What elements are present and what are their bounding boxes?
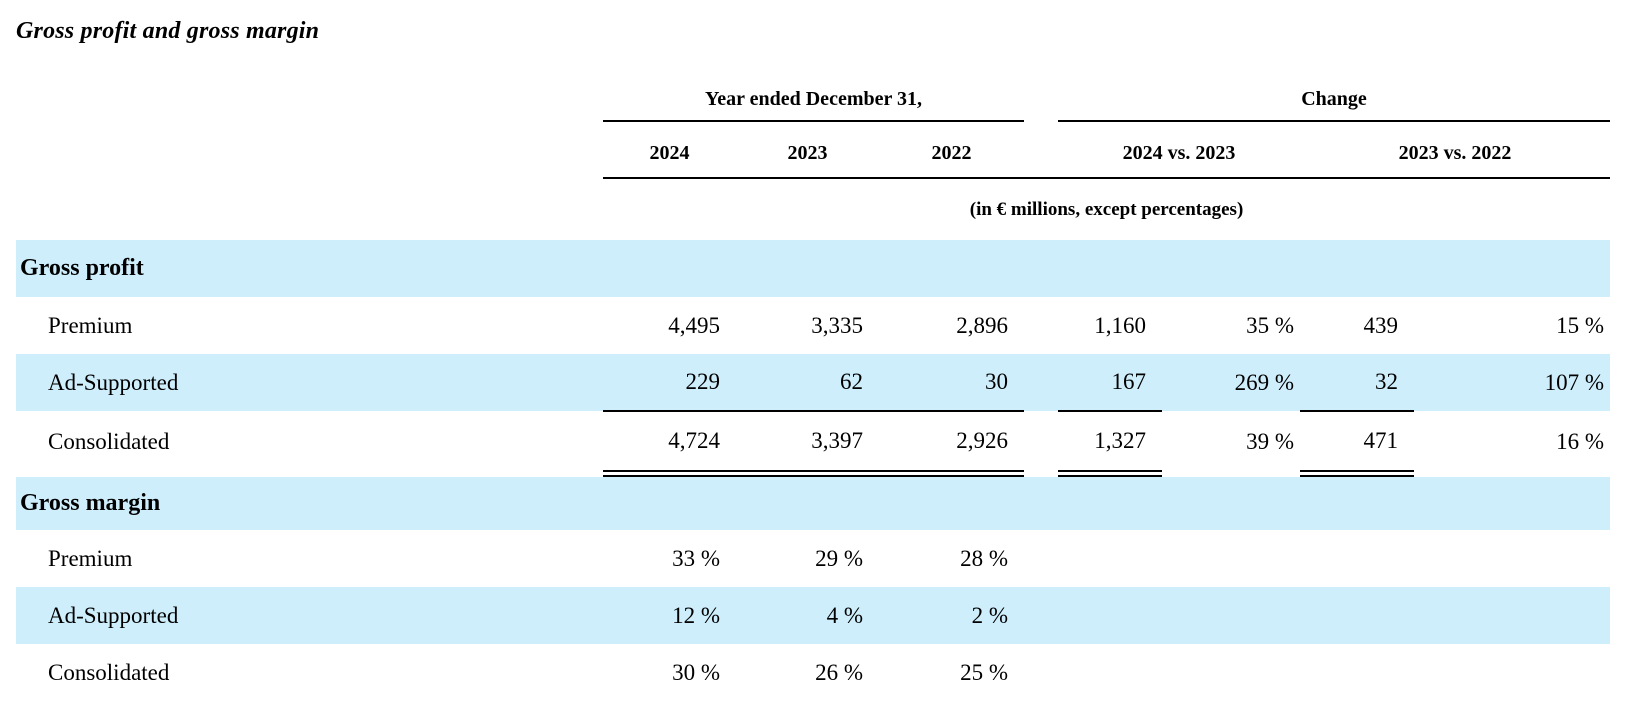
change-2-pct bbox=[1414, 530, 1610, 587]
change-1-pct bbox=[1162, 587, 1300, 644]
change-1-pct: 35 % bbox=[1246, 312, 1295, 338]
value-2022: 30 bbox=[879, 354, 1025, 412]
row-label: Ad-Supported bbox=[48, 369, 179, 395]
value-2022: 2,926 bbox=[879, 411, 1025, 477]
gross-margin-header-row: Gross margin bbox=[16, 473, 1611, 530]
gross-margin-consolidated-row: Consolidated 30 % 26 % 25 % bbox=[16, 644, 1610, 701]
corner-cell bbox=[16, 75, 603, 121]
spacer-cell bbox=[1024, 411, 1058, 473]
gross-profit-table: Year ended December 31, Change 2024 2023… bbox=[16, 75, 1611, 701]
spacer-cell bbox=[1024, 354, 1058, 411]
change-2-pct: 15 % bbox=[1556, 312, 1605, 338]
change-1-value: 1,327 bbox=[1058, 411, 1163, 477]
change-2-value: 439 bbox=[1363, 312, 1399, 338]
spacer-cell bbox=[16, 178, 603, 240]
year-group-header: Year ended December 31, bbox=[603, 75, 1025, 122]
section-label: Gross margin bbox=[20, 489, 161, 516]
change-1-value bbox=[1058, 587, 1162, 644]
change-1-value: 167 bbox=[1058, 354, 1163, 412]
change-2-pct bbox=[1414, 644, 1610, 701]
change-2-pct bbox=[1414, 587, 1610, 644]
value-2023: 29 % bbox=[815, 545, 863, 571]
row-label: Premium bbox=[48, 545, 133, 571]
year-2023-header: 2023 bbox=[736, 121, 879, 179]
value-2023: 3,335 bbox=[811, 312, 863, 338]
spacer-cell bbox=[1024, 530, 1058, 587]
section-label: Gross profit bbox=[20, 255, 144, 281]
gross-profit-ad-supported-row: Ad-Supported 229 62 30 167 269 % 32 107 … bbox=[16, 354, 1611, 412]
value-2023: 26 % bbox=[815, 659, 863, 685]
change-2-value bbox=[1300, 587, 1414, 644]
value-2024: 30 % bbox=[672, 659, 720, 685]
value-2024: 12 % bbox=[672, 602, 720, 628]
change-2024-2023-header: 2024 vs. 2023 bbox=[1058, 121, 1301, 179]
change-1-value: 1,160 bbox=[1094, 312, 1147, 338]
value-2022: 2,896 bbox=[956, 312, 1009, 338]
spacer-cell bbox=[1024, 75, 1058, 121]
gross-profit-header-row: Gross profit bbox=[16, 240, 1611, 297]
value-2022: 2 % bbox=[971, 602, 1009, 628]
value-2024: 229 bbox=[603, 354, 736, 412]
gross-margin-premium-row: Premium 33 % 29 % 28 % bbox=[16, 530, 1610, 587]
change-2-value bbox=[1300, 530, 1414, 587]
change-1-pct: 39 % bbox=[1246, 429, 1295, 454]
spacer-cell bbox=[1024, 297, 1058, 354]
spacer-cell bbox=[1024, 644, 1058, 701]
change-group-header: Change bbox=[1058, 75, 1611, 122]
spacer-cell bbox=[1024, 121, 1059, 179]
row-label: Ad-Supported bbox=[48, 602, 179, 628]
unit-note-row: (in € millions, except percentages) bbox=[16, 178, 1610, 240]
header-group-row: Year ended December 31, Change bbox=[16, 75, 1611, 122]
value-2023: 3,397 bbox=[736, 411, 879, 477]
header-period-row: 2024 2023 2022 2024 vs. 2023 2023 vs. 20… bbox=[16, 121, 1611, 179]
row-label: Premium bbox=[48, 312, 133, 338]
change-2-value bbox=[1300, 644, 1414, 701]
change-1-pct bbox=[1162, 530, 1300, 587]
value-2024: 4,495 bbox=[668, 312, 720, 338]
value-2024: 33 % bbox=[672, 545, 720, 571]
unit-note: (in € millions, except percentages) bbox=[969, 198, 1244, 220]
value-2023: 4 % bbox=[826, 602, 863, 628]
year-2022-header: 2022 bbox=[879, 121, 1025, 179]
value-2024: 4,724 bbox=[603, 411, 736, 477]
change-1-pct: 269 % bbox=[1234, 369, 1295, 395]
gross-profit-premium-row: Premium 4,495 3,335 2,896 1,160 35 % 439… bbox=[16, 297, 1610, 354]
value-2022: 25 % bbox=[960, 659, 1009, 685]
change-2023-2022-header: 2023 vs. 2022 bbox=[1300, 121, 1611, 179]
page-title: Gross profit and gross margin bbox=[16, 18, 320, 44]
change-2-value: 32 bbox=[1300, 354, 1415, 412]
change-1-value bbox=[1058, 530, 1162, 587]
value-2022: 28 % bbox=[960, 545, 1009, 571]
gross-profit-consolidated-row: Consolidated 4,724 3,397 2,926 1,327 39 … bbox=[16, 411, 1610, 477]
corner-cell bbox=[16, 121, 603, 178]
change-1-pct bbox=[1162, 644, 1300, 701]
change-2-value: 471 bbox=[1300, 411, 1415, 477]
gross-margin-ad-supported-row: Ad-Supported 12 % 4 % 2 % bbox=[16, 587, 1611, 644]
change-2-pct: 16 % bbox=[1556, 429, 1605, 454]
change-1-value bbox=[1058, 644, 1162, 701]
row-label: Consolidated bbox=[48, 429, 170, 454]
change-2-pct: 107 % bbox=[1544, 369, 1605, 395]
year-2024-header: 2024 bbox=[603, 121, 736, 179]
value-2023: 62 bbox=[736, 354, 879, 412]
spacer-cell bbox=[1024, 587, 1058, 644]
row-label: Consolidated bbox=[48, 659, 170, 685]
